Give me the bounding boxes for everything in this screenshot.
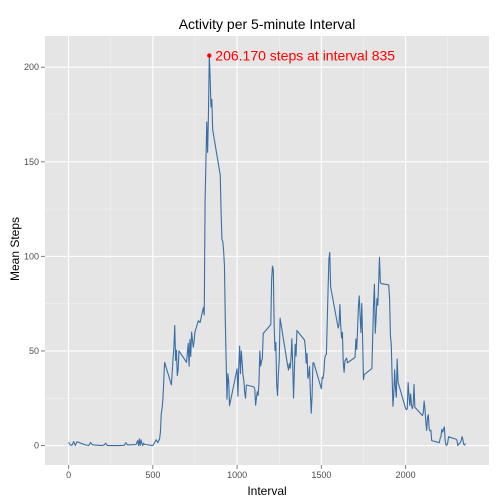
- y-tick-label: 150: [24, 157, 39, 167]
- x-axis-title: Interval: [247, 484, 286, 498]
- grid-major: [45, 36, 489, 465]
- x-tick-label: 1500: [311, 470, 331, 480]
- max-point-label: 206.170 steps at interval 835: [215, 48, 395, 64]
- series-line-0: [68, 54, 466, 447]
- y-axis-ticks: 0 50 100 150 200: [24, 62, 45, 451]
- y-axis-title: Mean Steps: [8, 217, 22, 281]
- max-point-marker: [207, 53, 212, 58]
- chart-title: Activity per 5-minute Interval: [179, 16, 356, 32]
- y-tick-label: 200: [24, 62, 39, 72]
- grid-minor: [45, 36, 489, 465]
- plot-panel: [45, 36, 489, 465]
- y-tick-label: 0: [34, 441, 39, 451]
- x-tick-label: 2000: [396, 470, 416, 480]
- y-tick-label: 50: [29, 346, 39, 356]
- x-tick-label: 0: [66, 470, 71, 480]
- x-tick-label: 500: [145, 470, 160, 480]
- annotation-layer: 206.170 steps at interval 835: [207, 48, 395, 64]
- y-tick-label: 100: [24, 251, 39, 261]
- series-layer: [68, 54, 466, 447]
- x-axis-ticks: 0 500 1000 1500 2000: [66, 465, 416, 480]
- x-tick-label: 1000: [227, 470, 247, 480]
